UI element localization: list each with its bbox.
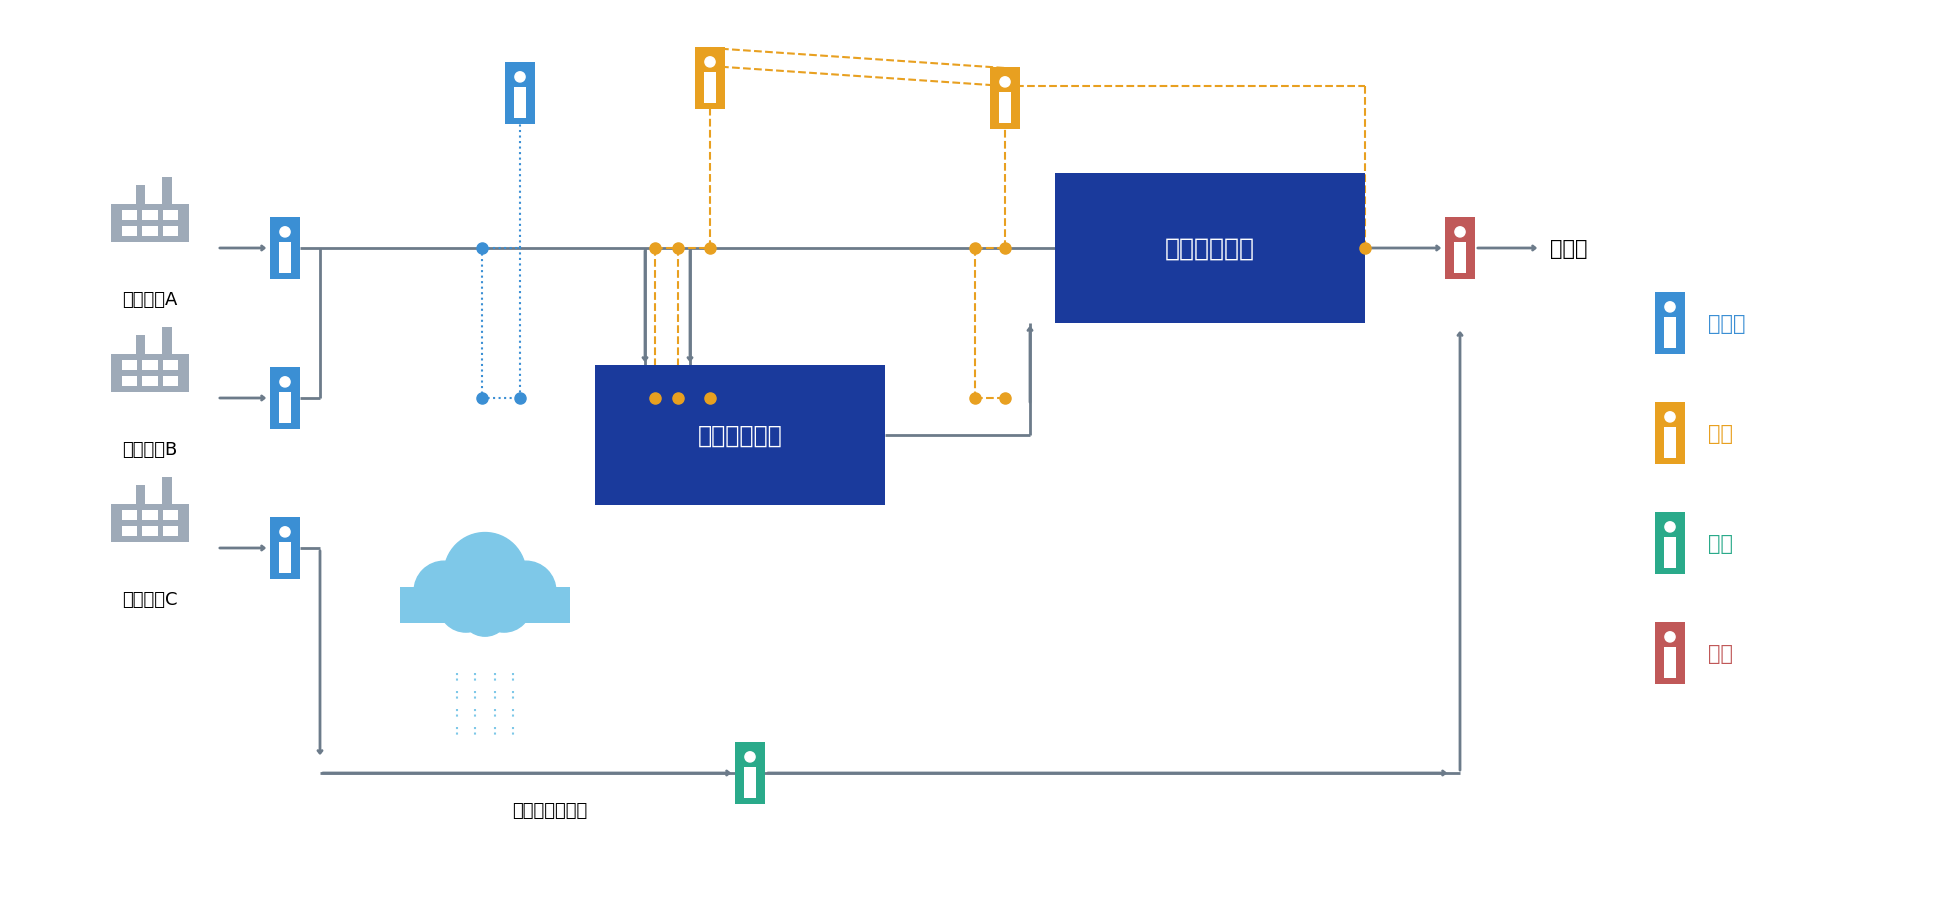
Bar	[998, 93, 1010, 125]
Bar	[269, 368, 300, 430]
Bar	[121, 377, 137, 387]
Text: 濃厚排水処理: 濃厚排水処理	[698, 424, 782, 448]
Bar	[745, 768, 757, 798]
Circle shape	[515, 73, 525, 83]
Bar	[121, 228, 137, 237]
Circle shape	[445, 533, 526, 615]
Text: 生活用水／雨水: 生活用水／雨水	[513, 801, 587, 819]
Bar	[142, 210, 158, 220]
Bar	[162, 377, 177, 387]
Bar	[505, 63, 534, 125]
Circle shape	[1665, 413, 1675, 423]
Text: 雨水: 雨水	[1708, 534, 1734, 554]
Bar	[279, 243, 291, 275]
Text: プラントC: プラントC	[123, 591, 177, 609]
Circle shape	[1455, 228, 1464, 237]
Bar	[162, 228, 177, 237]
Bar	[142, 377, 158, 387]
Bar	[694, 48, 725, 110]
Circle shape	[1000, 78, 1010, 88]
Bar	[162, 510, 177, 520]
Text: 放流: 放流	[1708, 643, 1734, 664]
Circle shape	[495, 562, 556, 621]
Text: 放流水: 放流水	[1550, 238, 1587, 259]
Bar	[1663, 318, 1675, 349]
Bar	[269, 218, 300, 280]
Bar	[142, 360, 158, 370]
Bar	[269, 517, 300, 580]
Bar	[1455, 243, 1466, 275]
Bar	[1055, 173, 1365, 323]
Bar	[162, 478, 172, 507]
Circle shape	[413, 562, 474, 621]
Bar	[111, 355, 189, 392]
Bar	[279, 393, 291, 424]
Bar	[1663, 647, 1675, 679]
Bar	[1656, 403, 1685, 464]
Bar	[1656, 512, 1685, 574]
Circle shape	[1665, 303, 1675, 312]
Bar	[121, 526, 137, 536]
Circle shape	[1665, 522, 1675, 533]
Bar	[279, 543, 291, 573]
Bar	[136, 185, 146, 209]
Circle shape	[281, 228, 291, 237]
Bar	[1663, 538, 1675, 569]
Circle shape	[439, 578, 493, 632]
Circle shape	[281, 377, 291, 387]
Bar	[111, 205, 189, 242]
Bar	[1663, 428, 1675, 459]
Bar	[515, 88, 527, 119]
Circle shape	[745, 752, 755, 762]
Bar	[1445, 218, 1474, 280]
Text: プラントB: プラントB	[123, 441, 177, 459]
Bar	[162, 178, 172, 209]
Circle shape	[460, 588, 509, 637]
Bar	[735, 742, 764, 804]
Text: 運転: 運転	[1708, 424, 1734, 443]
Bar	[400, 588, 569, 623]
Bar	[136, 485, 146, 507]
Bar	[991, 68, 1020, 130]
Bar	[704, 73, 716, 105]
Bar	[121, 210, 137, 220]
Bar	[1656, 293, 1685, 355]
Bar	[162, 360, 177, 370]
Bar	[136, 335, 146, 358]
Bar	[1656, 622, 1685, 684]
Bar	[142, 510, 158, 520]
Text: 一般排水処理: 一般排水処理	[1164, 237, 1256, 261]
Bar	[162, 526, 177, 536]
Bar	[142, 228, 158, 237]
Circle shape	[704, 58, 716, 68]
Bar	[121, 360, 137, 370]
Bar	[162, 328, 172, 358]
Text: 発生源: 発生源	[1708, 313, 1745, 333]
Text: プラントA: プラントA	[123, 291, 177, 309]
Circle shape	[1665, 632, 1675, 642]
Circle shape	[281, 527, 291, 537]
Bar	[121, 510, 137, 520]
Bar	[111, 505, 189, 542]
Bar	[162, 210, 177, 220]
Bar	[595, 366, 885, 506]
Circle shape	[478, 578, 530, 632]
Bar	[142, 526, 158, 536]
